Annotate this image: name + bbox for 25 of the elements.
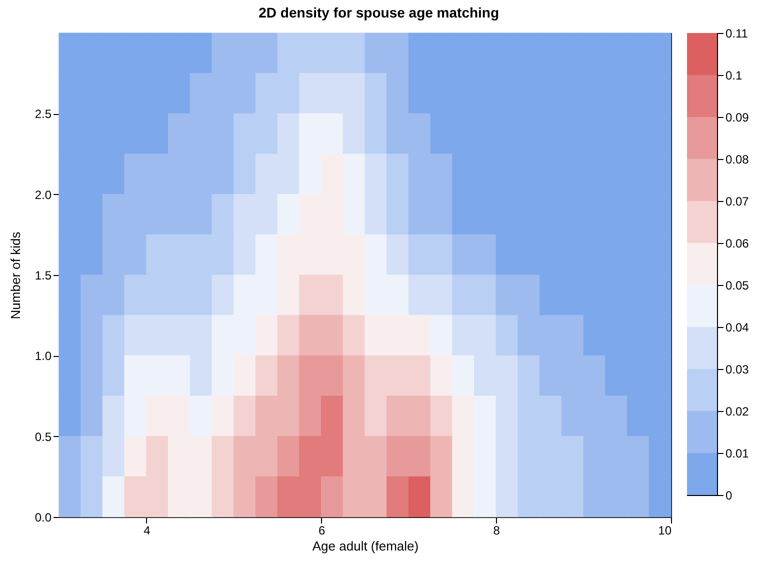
y-tick-label: 1.0 — [34, 349, 52, 364]
y-tick-label: 0.0 — [34, 510, 52, 524]
color-bar-label: 0.02 — [726, 404, 750, 418]
color-bar-label: 0.1 — [726, 68, 743, 82]
x-tick-label: 6 — [318, 524, 326, 538]
y-tick-label: 2.5 — [34, 107, 52, 122]
color-bar-label: 0.09 — [726, 110, 750, 124]
color-bar-label: 0.04 — [726, 320, 750, 334]
color-bar-label: 0.01 — [726, 446, 750, 460]
y-tick-label: 0.5 — [34, 430, 52, 444]
color-bar-label: 0 — [726, 488, 732, 502]
y-tick-label: 2.0 — [34, 188, 52, 202]
color-bar-label: 0.06 — [726, 236, 750, 250]
color-bar-label: 0.11 — [726, 26, 748, 40]
x-tick-label: 10 — [658, 524, 672, 538]
x-tick-label: 4 — [144, 524, 151, 538]
color-bar-label: 0.03 — [726, 362, 750, 376]
color-bar-label: 0.08 — [726, 152, 750, 166]
color-bar-label: 0.05 — [726, 278, 750, 292]
color-bar-label: 0.07 — [726, 194, 750, 208]
y-axis-title: Number of kids — [8, 231, 23, 320]
y-tick-label: 1.5 — [34, 268, 52, 282]
chart-title: 2D density for spouse age matching — [258, 4, 500, 20]
x-axis-title: Age adult (female) — [312, 538, 419, 554]
x-tick-label: 8 — [493, 524, 500, 538]
